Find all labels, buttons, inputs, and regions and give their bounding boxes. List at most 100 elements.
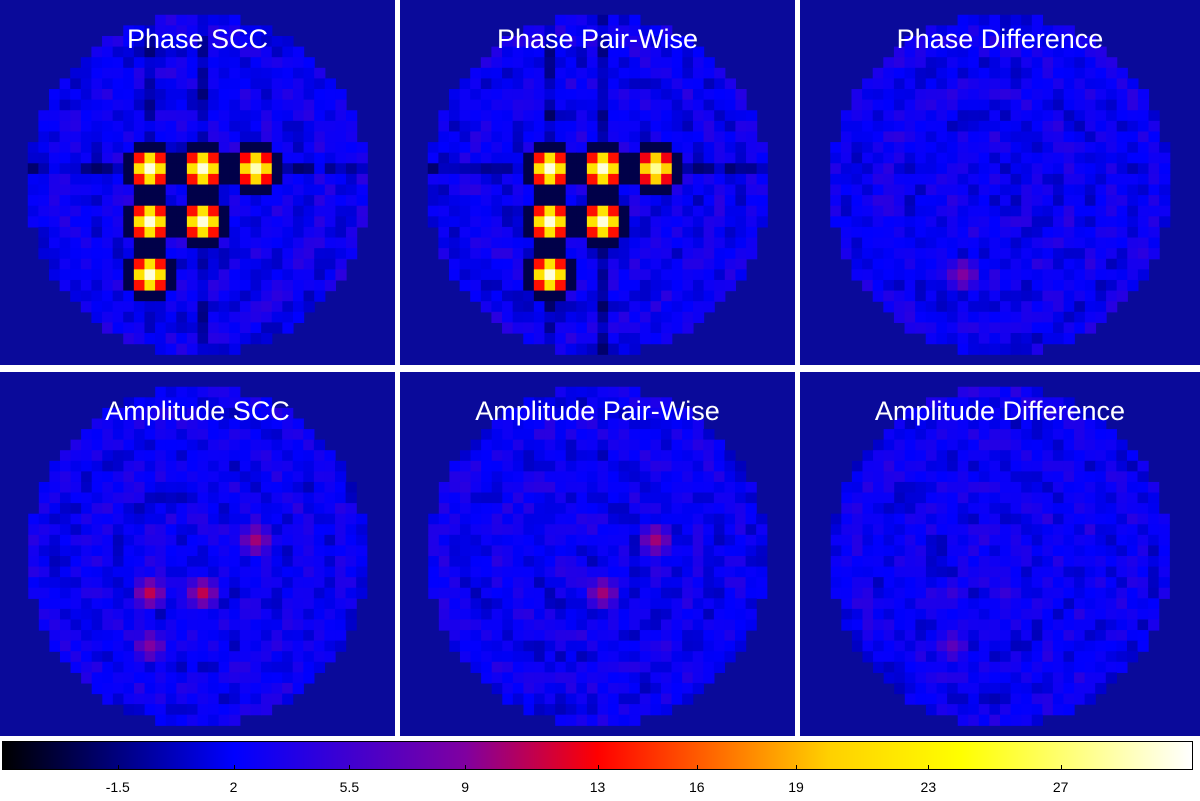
heatmap-cell: [155, 226, 167, 239]
heatmap-cell: [491, 258, 503, 270]
heatmap-cell: [682, 131, 694, 143]
heatmap-cell: [713, 524, 726, 536]
heatmap-cell: [102, 619, 114, 631]
heatmap-cell: [968, 630, 980, 642]
heatmap-cell: [229, 450, 241, 462]
heatmap-cell: [80, 184, 93, 196]
heatmap-cell: [144, 269, 156, 281]
heatmap-cell: [102, 524, 114, 536]
heatmap-cell: [491, 481, 503, 494]
heatmap-cell: [1074, 598, 1086, 610]
heatmap-cell: [925, 301, 937, 313]
heatmap-cell: [618, 216, 630, 228]
heatmap-cell: [1031, 577, 1043, 589]
heatmap-cell: [597, 619, 609, 631]
heatmap-cell: [470, 290, 482, 302]
heatmap-cell: [102, 152, 114, 164]
heatmap-cell: [629, 545, 641, 557]
heatmap-cell: [186, 534, 199, 547]
heatmap-cell: [936, 397, 948, 409]
heatmap-cell: [1148, 503, 1160, 515]
heatmap-cell: [1042, 25, 1054, 37]
heatmap-cell: [1063, 407, 1075, 420]
heatmap-cell: [1095, 429, 1107, 441]
heatmap-cell: [271, 418, 283, 430]
heatmap-cell: [1021, 640, 1033, 652]
heatmap-cell: [968, 343, 980, 355]
heatmap-cell: [650, 163, 662, 175]
heatmap-cell: [144, 184, 156, 196]
heatmap-cell: [756, 163, 768, 175]
heatmap-cell: [893, 57, 906, 69]
heatmap-cell: [1031, 386, 1043, 398]
heatmap-cell: [1053, 258, 1065, 270]
heatmap-cell: [608, 67, 620, 80]
heatmap-cell: [713, 492, 726, 504]
heatmap-cell: [144, 619, 156, 631]
heatmap-cell: [862, 237, 874, 249]
heatmap-cell: [271, 450, 283, 462]
heatmap-cell: [448, 237, 461, 249]
heatmap-cell: [133, 237, 146, 249]
heatmap-cell: [1042, 471, 1054, 483]
heatmap-cell: [703, 640, 715, 652]
heatmap-cell: [735, 556, 747, 568]
heatmap-cell: [565, 279, 577, 292]
heatmap-cell: [565, 237, 577, 249]
heatmap-cell: [250, 556, 262, 568]
heatmap-cell: [639, 407, 651, 420]
heatmap-cell: [576, 301, 588, 313]
heatmap-cell: [176, 333, 188, 345]
heatmap-cell: [38, 513, 50, 525]
heatmap-cell: [186, 386, 199, 398]
heatmap-cell: [629, 492, 641, 504]
heatmap-cell: [112, 513, 125, 525]
heatmap-cell: [523, 25, 535, 37]
heatmap-cell: [523, 566, 535, 578]
heatmap-cell: [555, 279, 567, 292]
heatmap-cell: [155, 216, 167, 228]
heatmap-cell: [946, 57, 959, 69]
heatmap-cell: [324, 120, 336, 133]
heatmap-cell: [197, 608, 209, 621]
heatmap-cell: [144, 640, 156, 652]
heatmap-cell: [936, 556, 948, 568]
heatmap-cell: [936, 110, 948, 122]
heatmap-cell: [335, 513, 347, 525]
heatmap-cell: [1010, 258, 1022, 270]
heatmap-cell: [629, 152, 641, 164]
heatmap-cell: [650, 131, 662, 143]
heatmap-cell: [80, 301, 93, 313]
heatmap-cell: [618, 524, 630, 536]
heatmap-cell: [314, 131, 326, 143]
heatmap-cell: [703, 577, 715, 589]
heatmap-cell: [491, 57, 503, 69]
heatmap-cell: [1031, 301, 1044, 313]
heatmap-cell: [134, 524, 146, 536]
heatmap-cell: [250, 429, 262, 441]
heatmap-cell: [303, 205, 315, 217]
heatmap-cell: [608, 450, 620, 462]
heatmap-cell: [1063, 279, 1075, 292]
heatmap-cell: [851, 258, 863, 270]
heatmap-cell: [756, 566, 768, 578]
heatmap-cell: [597, 630, 609, 642]
heatmap-cell: [512, 661, 525, 673]
heatmap-cell: [682, 110, 694, 122]
heatmap-cell: [692, 46, 705, 58]
heatmap-cell: [618, 279, 630, 292]
heatmap-cell: [271, 672, 283, 684]
heatmap-cell: [576, 598, 588, 610]
heatmap-cell: [692, 630, 704, 642]
heatmap-cell: [70, 279, 82, 292]
heatmap-cell: [1116, 237, 1128, 249]
heatmap-cell: [133, 205, 146, 217]
heatmap-cell: [883, 587, 895, 599]
heatmap-cell: [155, 439, 167, 451]
heatmap-cell: [925, 598, 938, 610]
heatmap-cell: [303, 460, 315, 472]
heatmap-cell: [512, 99, 524, 111]
heatmap-cell: [936, 142, 948, 154]
heatmap-cell: [650, 290, 662, 302]
heatmap-cell: [1000, 216, 1012, 228]
